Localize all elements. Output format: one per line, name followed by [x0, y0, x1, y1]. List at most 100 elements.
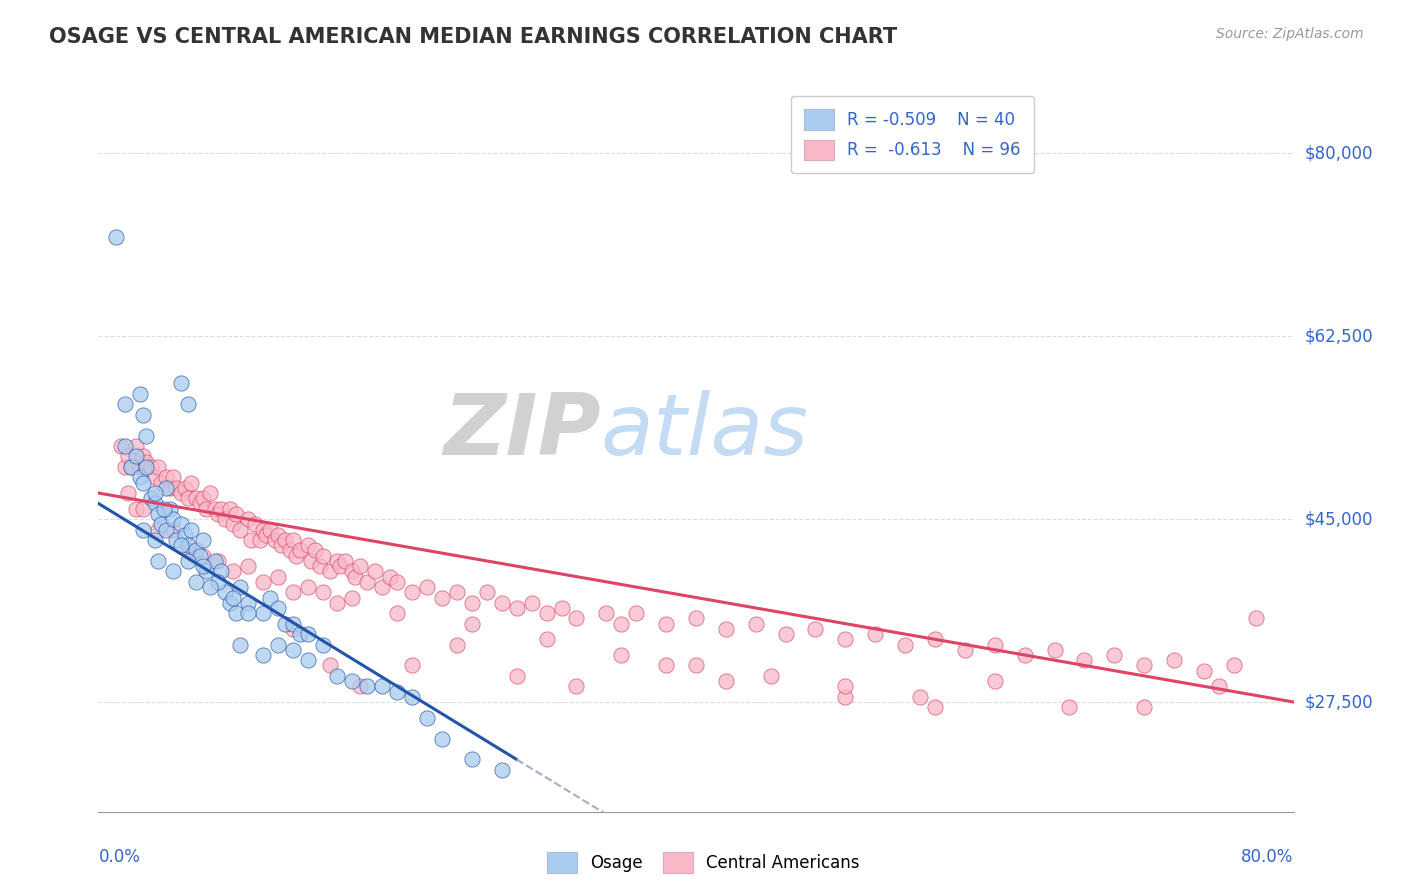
Point [191, 491, 214, 506]
Text: ZIP: ZIP [443, 390, 600, 473]
Point [132, 408, 155, 422]
Point [267, 528, 290, 542]
Point [326, 596, 349, 610]
Point [333, 554, 356, 568]
Point [364, 565, 387, 579]
Point [236, 559, 259, 574]
Point [236, 606, 259, 620]
Point [1073, 653, 1095, 667]
Point [288, 627, 311, 641]
Point [200, 486, 222, 500]
Point [129, 386, 152, 401]
Point [984, 638, 1007, 652]
Point [385, 606, 409, 620]
Point [461, 616, 484, 631]
Legend: R = -0.509    N = 40, R =  -0.613    N = 96: R = -0.509 N = 40, R = -0.613 N = 96 [790, 96, 1035, 173]
Point [263, 533, 285, 547]
Point [267, 601, 290, 615]
Point [132, 450, 155, 464]
Point [117, 486, 139, 500]
Point [132, 501, 155, 516]
Point [385, 574, 409, 589]
Point [297, 538, 319, 552]
Point [132, 475, 155, 490]
Point [908, 690, 931, 704]
Point [195, 565, 218, 579]
Point [385, 684, 409, 698]
Point [1133, 700, 1156, 714]
Point [162, 512, 184, 526]
Point [249, 533, 271, 547]
Point [267, 569, 290, 583]
Point [834, 679, 856, 693]
Point [169, 538, 191, 552]
Point [125, 450, 148, 464]
Point [148, 523, 170, 537]
Point [714, 674, 737, 689]
Point [775, 627, 797, 641]
Point [342, 591, 364, 605]
Point [1043, 642, 1066, 657]
Point [1104, 648, 1126, 662]
Point [139, 459, 162, 474]
Point [1244, 611, 1267, 625]
Point [191, 533, 214, 547]
Point [401, 585, 423, 599]
Point [184, 491, 207, 506]
Point [252, 606, 274, 620]
Point [150, 517, 173, 532]
Point [536, 632, 558, 647]
Point [491, 596, 513, 610]
Point [461, 596, 484, 610]
Point [491, 763, 513, 777]
Point [148, 459, 170, 474]
Point [225, 507, 247, 521]
Point [225, 606, 247, 620]
Point [894, 638, 917, 652]
Point [117, 450, 139, 464]
Point [1014, 648, 1036, 662]
Point [311, 549, 333, 563]
Point [506, 669, 529, 683]
Point [207, 574, 229, 589]
Point [416, 580, 439, 594]
Point [188, 496, 211, 510]
Point [984, 674, 1007, 689]
Point [143, 486, 166, 500]
Point [714, 622, 737, 636]
Point [259, 591, 281, 605]
Point [349, 679, 371, 693]
Point [378, 569, 401, 583]
Point [953, 642, 976, 657]
Point [924, 700, 946, 714]
Point [125, 501, 148, 516]
Point [595, 606, 617, 620]
Point [139, 491, 162, 506]
Point [267, 638, 290, 652]
Point [446, 585, 468, 599]
Point [184, 574, 207, 589]
Point [191, 549, 214, 563]
Point [259, 523, 281, 537]
Point [177, 397, 200, 411]
Point [135, 428, 157, 442]
Point [162, 523, 184, 537]
Point [506, 601, 529, 615]
Point [222, 565, 245, 579]
Point [229, 523, 252, 537]
Point [159, 481, 181, 495]
Point [229, 580, 252, 594]
Point [1208, 679, 1230, 693]
Point [804, 622, 827, 636]
Point [274, 616, 297, 631]
Point [834, 690, 856, 704]
Point [132, 523, 155, 537]
Point [165, 533, 187, 547]
Point [924, 632, 946, 647]
Point [626, 606, 648, 620]
Point [401, 658, 423, 673]
Text: $62,500: $62,500 [1305, 327, 1374, 345]
Point [180, 523, 202, 537]
Point [475, 585, 498, 599]
Point [430, 591, 453, 605]
